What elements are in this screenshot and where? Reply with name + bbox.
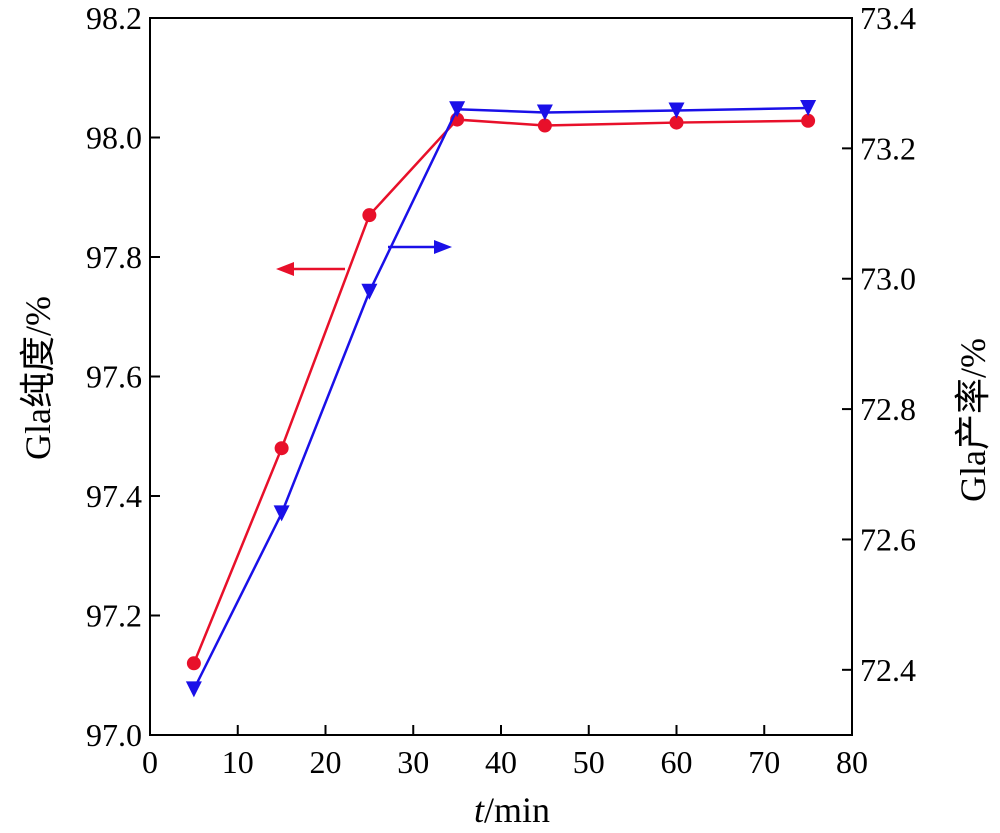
right-arrow-head <box>434 240 452 254</box>
data-point-right <box>185 681 202 698</box>
x-tick-label: 10 <box>222 744 254 780</box>
y-left-tick-label: 97.4 <box>86 478 142 514</box>
x-tick-label: 0 <box>142 744 158 780</box>
data-point-right <box>800 99 817 116</box>
x-axis-title: t/min <box>474 790 550 830</box>
series <box>185 99 817 698</box>
data-point-left <box>669 115 684 130</box>
x-tick-label: 30 <box>397 744 429 780</box>
y-right-tick-label: 72.4 <box>860 652 916 688</box>
axes <box>149 17 853 736</box>
y-left-tick-label: 98.0 <box>86 120 142 156</box>
data-point-right <box>273 505 290 522</box>
x-tick-label: 60 <box>661 744 693 780</box>
data-point-right <box>668 102 685 119</box>
x-tick-label: 20 <box>310 744 342 780</box>
y-right-tick-label: 72.8 <box>860 391 916 427</box>
y-right-tick-label: 72.6 <box>860 521 916 557</box>
x-tick-label: 40 <box>485 744 517 780</box>
data-point-left <box>274 441 289 456</box>
y-left-tick-label: 97.2 <box>86 598 142 634</box>
y-left-tick-label: 97.0 <box>86 717 142 753</box>
y-right-tick-label: 73.0 <box>860 261 916 297</box>
y-right-tick-label: 73.4 <box>860 0 916 36</box>
left-arrow-head <box>276 262 294 276</box>
y-right-tick-label: 73.2 <box>860 130 916 166</box>
x-tick-label: 80 <box>836 744 868 780</box>
plot-frame <box>149 17 853 736</box>
annotation-arrows <box>276 240 452 276</box>
y-axis-left-title: Gla纯度/% <box>18 296 58 460</box>
y-left-tick-label: 97.8 <box>86 239 142 275</box>
y-axis-right-title: Gla产率/% <box>953 338 993 502</box>
y-left-tick-label: 98.2 <box>86 0 142 36</box>
x-tick-label: 50 <box>573 744 605 780</box>
data-point-left <box>537 118 552 133</box>
data-point-left <box>186 656 201 671</box>
series-line-left <box>192 118 809 664</box>
data-point-left <box>362 208 377 223</box>
series-line-right <box>192 106 809 690</box>
data-point-right <box>536 104 553 121</box>
data-point-left <box>801 113 816 128</box>
y-left-tick-label: 97.6 <box>86 359 142 395</box>
data-point-right <box>449 101 466 118</box>
x-tick-label: 70 <box>748 744 780 780</box>
data-point-right <box>361 283 378 300</box>
ticks: 0 10 20 30 40 50 60 70 80 97.0 97.2 97.4 97.6 97.8 98.… <box>86 0 916 780</box>
